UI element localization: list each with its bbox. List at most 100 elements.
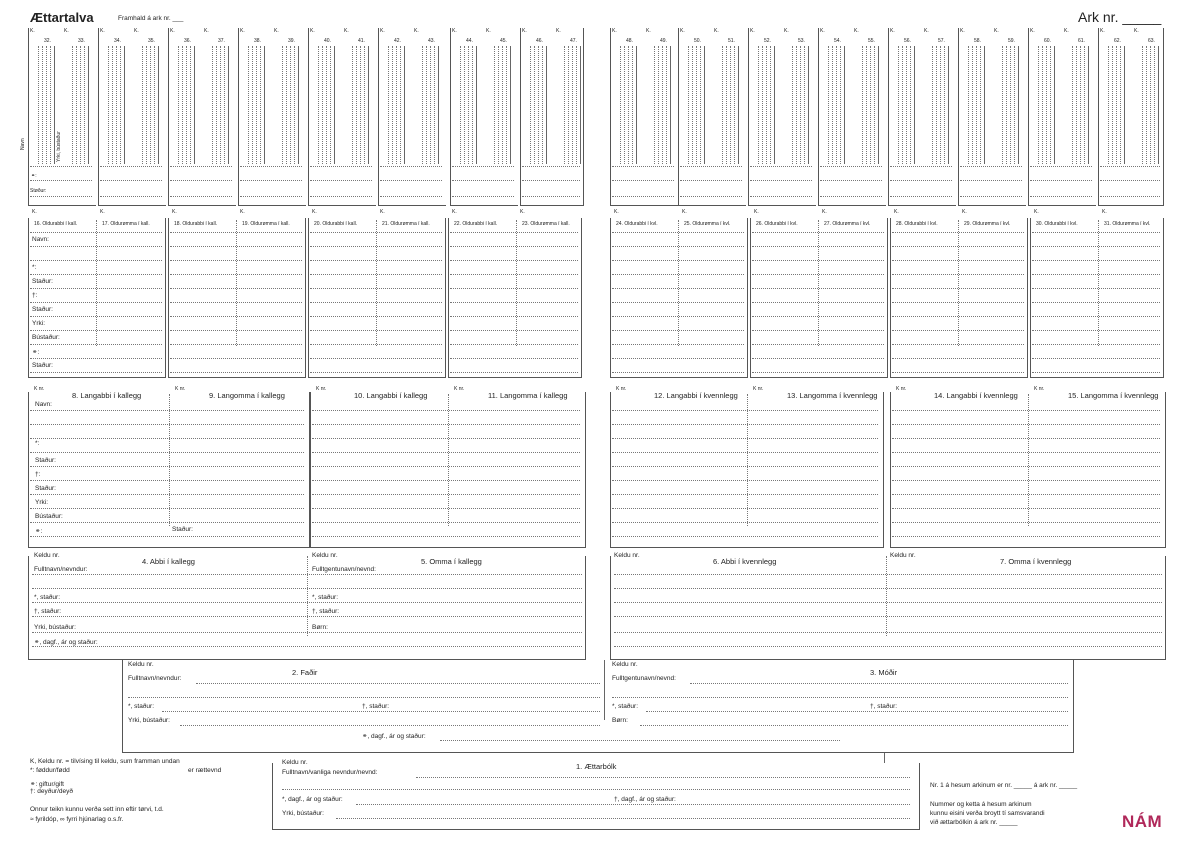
ancestor-number: 58. bbox=[974, 38, 981, 44]
ancestor-number: 54. bbox=[834, 38, 841, 44]
source-k-label: K. bbox=[240, 209, 245, 215]
gen5-cell-title: 17. Oldurømma í kall. bbox=[102, 221, 150, 227]
gen5-cell-title: 20. Oldurabbi í kall. bbox=[314, 221, 358, 227]
source-k-label: K. bbox=[854, 28, 859, 34]
source-k-label: K. bbox=[614, 209, 619, 215]
mother-birth-label: *, staður: bbox=[612, 703, 639, 710]
source-k-label: K. bbox=[30, 28, 35, 34]
ancestor-number: 36. bbox=[184, 38, 191, 44]
gen3-cell-title: 7. Omma í kvennlegg bbox=[1000, 557, 1072, 566]
source-k-label: K. bbox=[1030, 28, 1035, 34]
gen4-cell-title: 12. Langabbi í kvennlegg bbox=[654, 391, 738, 400]
gen5-cell-title: 24. Oldurabbi í kvl. bbox=[616, 221, 658, 227]
source-k-label: K. bbox=[994, 28, 999, 34]
source-k-label: K. bbox=[784, 28, 789, 34]
parents-box bbox=[122, 660, 1074, 753]
paternal-grandparents-box bbox=[28, 556, 586, 660]
ancestor-number: 51. bbox=[728, 38, 735, 44]
marriage-label: ⚭: bbox=[31, 173, 37, 179]
gen5-row-label: Staður: bbox=[32, 362, 53, 369]
source-k-label: K. bbox=[312, 209, 317, 215]
ancestor-column-pair bbox=[678, 28, 746, 206]
source-k-label: K. bbox=[894, 209, 899, 215]
gen5-cell-title: 30. Oldurabbi í kvl. bbox=[1036, 221, 1078, 227]
gen3-source: Keldu nr. bbox=[890, 552, 916, 559]
ancestor-column-pair bbox=[378, 28, 446, 206]
ancestor-column-pair bbox=[238, 28, 306, 206]
gen5-group bbox=[890, 218, 1028, 378]
gen5-cell-title: 31. Oldurømma í kvl. bbox=[1104, 221, 1151, 227]
gen5-cell-title: 26. Oldurabbi í kvl. bbox=[756, 221, 798, 227]
ancestor-number: 40. bbox=[324, 38, 331, 44]
ancestor-column-pair bbox=[168, 28, 236, 206]
source-k-label: K. bbox=[1100, 28, 1105, 34]
gen5-group bbox=[308, 218, 446, 378]
ancestor-number: 33. bbox=[78, 38, 85, 44]
source-k-label: K. bbox=[134, 28, 139, 34]
ancestor-number: 35. bbox=[148, 38, 155, 44]
gen5-group bbox=[448, 218, 582, 378]
gen4-cell-title: 8. Langabbi í kallegg bbox=[72, 391, 142, 400]
proband-occupation-label: Yrki, bústaður: bbox=[282, 810, 324, 817]
source-k-label: K. bbox=[32, 209, 37, 215]
column-label-occupation: Yrki, bústaður bbox=[56, 131, 62, 162]
ancestor-number: 50. bbox=[694, 38, 701, 44]
mother-source: Keldu nr. bbox=[612, 661, 638, 668]
ancestor-number: 57. bbox=[938, 38, 945, 44]
mother-title: 3. Móðir bbox=[870, 668, 898, 677]
source-k-label: K. bbox=[100, 209, 105, 215]
ancestor-number: 44. bbox=[466, 38, 473, 44]
gen3-row-label: †, staður: bbox=[312, 608, 340, 615]
page-title: Ættartalva bbox=[30, 10, 94, 25]
gen3-row-label: †, staður: bbox=[34, 608, 62, 615]
source-k-label: K. bbox=[822, 209, 827, 215]
source-knr-label: K nr. bbox=[175, 386, 186, 392]
ancestor-number: 37. bbox=[218, 38, 225, 44]
gen5-group bbox=[610, 218, 748, 378]
source-k-label: K. bbox=[820, 28, 825, 34]
gen4-cell-title: 14. Langabbi í kvennlegg bbox=[934, 391, 1018, 400]
gen4-row-label: Yrki: bbox=[35, 499, 48, 506]
ancestor-column-pair bbox=[1098, 28, 1164, 206]
gen3-source: Keldu nr. bbox=[614, 552, 640, 559]
ancestor-number: 49. bbox=[660, 38, 667, 44]
ancestor-number: 34. bbox=[114, 38, 121, 44]
ancestor-number: 61. bbox=[1078, 38, 1085, 44]
gen4-group bbox=[310, 392, 586, 548]
gen4-cell-title: 13. Langomma í kvennlegg bbox=[787, 391, 878, 400]
ancestor-column-pair bbox=[98, 28, 166, 206]
gen4-cell-title: 15. Langomma í kvennlegg bbox=[1068, 391, 1159, 400]
ancestor-number: 59. bbox=[1008, 38, 1015, 44]
ancestor-number: 52. bbox=[764, 38, 771, 44]
source-k-label: K. bbox=[754, 209, 759, 215]
ancestor-column-pair bbox=[308, 28, 376, 206]
ancestor-number: 48. bbox=[626, 38, 633, 44]
gen5-cell-title: 19. Oldurømma í kall. bbox=[242, 221, 290, 227]
proband-box bbox=[272, 763, 920, 830]
source-k-label: K. bbox=[890, 28, 895, 34]
ancestor-number: 60. bbox=[1044, 38, 1051, 44]
footer-note-2: kunnu eisini verða broytt tí samsvarandi bbox=[930, 810, 1045, 817]
ancestor-column-pair bbox=[888, 28, 956, 206]
ancestor-column-pair bbox=[748, 28, 816, 206]
source-k-label: K. bbox=[100, 28, 105, 34]
gen5-cell-title: 16. Oldurabbi í kall. bbox=[34, 221, 78, 227]
source-knr-label: K nr. bbox=[454, 386, 465, 392]
gen5-cell-title: 29. Oldurømma í kvl. bbox=[964, 221, 1011, 227]
gen4-row-label: Bústaður: bbox=[35, 513, 63, 520]
ancestor-number: 62. bbox=[1114, 38, 1121, 44]
gen5-cell-title: 27. Oldurømma í kvl. bbox=[824, 221, 871, 227]
gen4-cell-title: 11. Langomma í kallegg bbox=[488, 391, 568, 400]
gen3-row-label: Fulltgentunavn/nevnd: bbox=[312, 566, 376, 573]
gen4-group bbox=[890, 392, 1166, 548]
gen3-cell-title: 5. Omma í kallegg bbox=[421, 557, 482, 566]
gen5-cell-title: 28. Oldurabbi í kvl. bbox=[896, 221, 938, 227]
gen5-cell-title: 25. Oldurømma í kvl. bbox=[684, 221, 731, 227]
footer-reference: Nr. 1 á hesum arkinum er nr. _____ á ark… bbox=[930, 782, 1078, 789]
source-k-label: K. bbox=[1034, 209, 1039, 215]
gen3-cell-title: 6. Abbi í kvennlegg bbox=[713, 557, 777, 566]
gen4-cell-title: 9. Langomma í kallegg bbox=[209, 391, 285, 400]
source-k-label: K. bbox=[274, 28, 279, 34]
source-k-label: K. bbox=[750, 28, 755, 34]
gen4-group bbox=[610, 392, 884, 548]
